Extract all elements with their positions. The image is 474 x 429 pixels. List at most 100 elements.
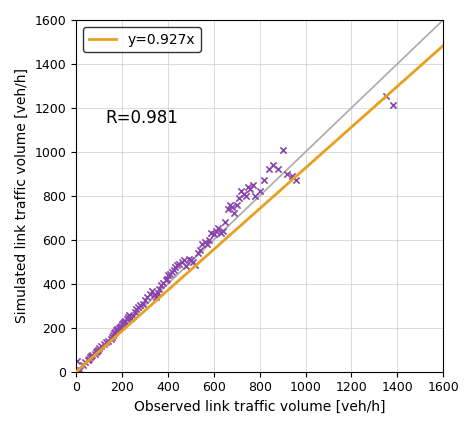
Point xyxy=(137,301,144,308)
Point xyxy=(125,311,133,318)
Point xyxy=(201,239,209,245)
Point xyxy=(228,203,236,210)
Point xyxy=(82,358,89,365)
Point xyxy=(112,326,120,333)
Point xyxy=(95,344,103,351)
Point xyxy=(128,314,135,321)
Point xyxy=(91,350,98,357)
Point xyxy=(221,219,229,226)
Point xyxy=(73,357,81,364)
Point xyxy=(87,353,95,360)
Point xyxy=(270,162,277,169)
Point xyxy=(210,231,218,238)
Point xyxy=(382,92,390,99)
Point xyxy=(98,343,105,350)
Point xyxy=(104,338,112,344)
Point xyxy=(173,262,181,269)
Point xyxy=(94,346,102,353)
Point xyxy=(115,324,122,331)
Point xyxy=(199,241,206,248)
Point xyxy=(118,321,126,328)
Point xyxy=(131,309,138,316)
Point xyxy=(84,356,91,363)
Point xyxy=(212,228,220,235)
Point xyxy=(292,177,300,184)
Point xyxy=(163,276,171,283)
Point xyxy=(114,326,121,332)
Point xyxy=(157,281,165,288)
Point xyxy=(215,224,222,231)
Point xyxy=(189,258,197,265)
Point xyxy=(148,288,155,295)
Point xyxy=(120,319,128,326)
Point xyxy=(283,170,291,177)
Y-axis label: Simulated link traffic volume [veh/h]: Simulated link traffic volume [veh/h] xyxy=(15,68,29,323)
Point xyxy=(224,205,231,212)
Point xyxy=(242,193,250,199)
Point xyxy=(274,166,282,173)
Point xyxy=(116,323,124,330)
Point xyxy=(154,289,161,296)
Point xyxy=(150,291,158,298)
Point xyxy=(187,256,195,263)
Text: R=0.981: R=0.981 xyxy=(106,109,178,127)
Point xyxy=(144,293,151,300)
Point xyxy=(166,270,174,277)
Point xyxy=(191,262,199,269)
X-axis label: Observed link traffic volume [veh/h]: Observed link traffic volume [veh/h] xyxy=(134,400,385,414)
Point xyxy=(122,318,129,325)
Point xyxy=(107,335,114,342)
Point xyxy=(130,312,137,319)
Point xyxy=(86,354,94,361)
Point xyxy=(235,195,243,202)
Point xyxy=(205,236,213,243)
Point xyxy=(139,300,146,307)
Point xyxy=(240,190,247,197)
Point xyxy=(196,246,204,253)
Point xyxy=(169,268,176,275)
Point xyxy=(109,332,117,339)
Point xyxy=(164,272,172,278)
Point xyxy=(162,277,169,284)
Point xyxy=(182,263,190,270)
Point xyxy=(237,188,245,195)
Point xyxy=(132,305,139,312)
Point xyxy=(194,250,201,257)
Point xyxy=(389,101,396,108)
Point xyxy=(102,338,110,345)
Point xyxy=(124,313,132,320)
Point xyxy=(256,188,264,195)
Legend: y=0.927x: y=0.927x xyxy=(83,27,201,52)
Point xyxy=(160,279,167,286)
Point xyxy=(185,255,192,262)
Point xyxy=(170,266,177,273)
Point xyxy=(93,347,100,354)
Point xyxy=(251,193,259,199)
Point xyxy=(153,293,160,300)
Point xyxy=(117,322,125,329)
Point xyxy=(245,184,252,190)
Point xyxy=(92,348,100,355)
Point xyxy=(110,330,118,337)
Point xyxy=(231,210,238,217)
Point xyxy=(217,230,225,237)
Point xyxy=(85,355,92,362)
Point xyxy=(175,260,183,267)
Point xyxy=(208,230,215,237)
Point xyxy=(134,303,142,310)
Point xyxy=(111,329,119,335)
Point xyxy=(233,201,240,208)
Point xyxy=(226,201,234,208)
Point xyxy=(108,333,116,340)
Point xyxy=(178,258,185,265)
Point xyxy=(260,177,268,184)
Point xyxy=(203,241,210,248)
Point xyxy=(119,320,127,327)
Point xyxy=(246,186,254,193)
Point xyxy=(219,228,227,235)
Point xyxy=(76,366,83,373)
Point xyxy=(180,256,188,263)
Point xyxy=(146,290,154,297)
Point xyxy=(265,166,273,173)
Point xyxy=(79,362,87,369)
